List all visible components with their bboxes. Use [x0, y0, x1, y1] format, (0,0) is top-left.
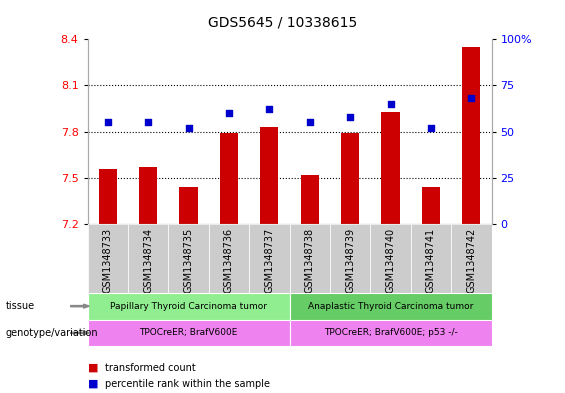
Text: TPOCreER; BrafV600E; p53 -/-: TPOCreER; BrafV600E; p53 -/- [324, 329, 458, 337]
Point [467, 95, 476, 101]
Text: GSM1348735: GSM1348735 [184, 228, 194, 293]
Bar [249, 224, 289, 293]
Point [103, 119, 112, 125]
Bar [290, 224, 330, 293]
Text: TPOCreER; BrafV600E: TPOCreER; BrafV600E [140, 329, 238, 337]
Text: GSM1348739: GSM1348739 [345, 228, 355, 292]
Bar [88, 293, 289, 320]
Bar [99, 169, 117, 224]
Point [224, 110, 233, 116]
Bar [341, 133, 359, 224]
Bar [180, 187, 198, 224]
Bar [381, 112, 399, 224]
Point [305, 119, 314, 125]
Bar [422, 187, 440, 224]
Text: GSM1348740: GSM1348740 [385, 228, 396, 292]
Text: GSM1348742: GSM1348742 [466, 228, 476, 293]
Text: percentile rank within the sample: percentile rank within the sample [105, 378, 270, 389]
Bar [462, 47, 480, 224]
Text: ■: ■ [88, 378, 98, 389]
Point [386, 101, 395, 107]
Point [184, 125, 193, 131]
Bar [411, 224, 451, 293]
Text: GSM1348741: GSM1348741 [426, 228, 436, 292]
Text: GSM1348733: GSM1348733 [103, 228, 113, 292]
Bar [220, 133, 238, 224]
Bar [128, 224, 168, 293]
Bar [451, 224, 492, 293]
Bar [168, 224, 209, 293]
Text: GSM1348737: GSM1348737 [264, 228, 275, 293]
Point [265, 107, 274, 113]
Bar [371, 224, 411, 293]
Text: tissue: tissue [6, 301, 35, 311]
Point [427, 125, 436, 131]
Bar [289, 320, 492, 346]
Bar [209, 224, 249, 293]
Bar [139, 167, 157, 224]
Bar [88, 224, 128, 293]
Text: transformed count: transformed count [105, 363, 195, 373]
Text: GSM1348734: GSM1348734 [143, 228, 153, 292]
Text: genotype/variation: genotype/variation [6, 328, 98, 338]
Point [144, 119, 153, 125]
Bar [88, 320, 289, 346]
Point [346, 114, 355, 120]
Text: GDS5645 / 10338615: GDS5645 / 10338615 [208, 16, 357, 30]
Bar [301, 175, 319, 224]
Bar [289, 293, 492, 320]
Text: Papillary Thyroid Carcinoma tumor: Papillary Thyroid Carcinoma tumor [110, 302, 267, 310]
Bar [330, 224, 371, 293]
Text: Anaplastic Thyroid Carcinoma tumor: Anaplastic Thyroid Carcinoma tumor [308, 302, 473, 310]
Text: ■: ■ [88, 363, 98, 373]
Bar [260, 127, 279, 224]
Text: GSM1348736: GSM1348736 [224, 228, 234, 292]
Text: GSM1348738: GSM1348738 [305, 228, 315, 292]
